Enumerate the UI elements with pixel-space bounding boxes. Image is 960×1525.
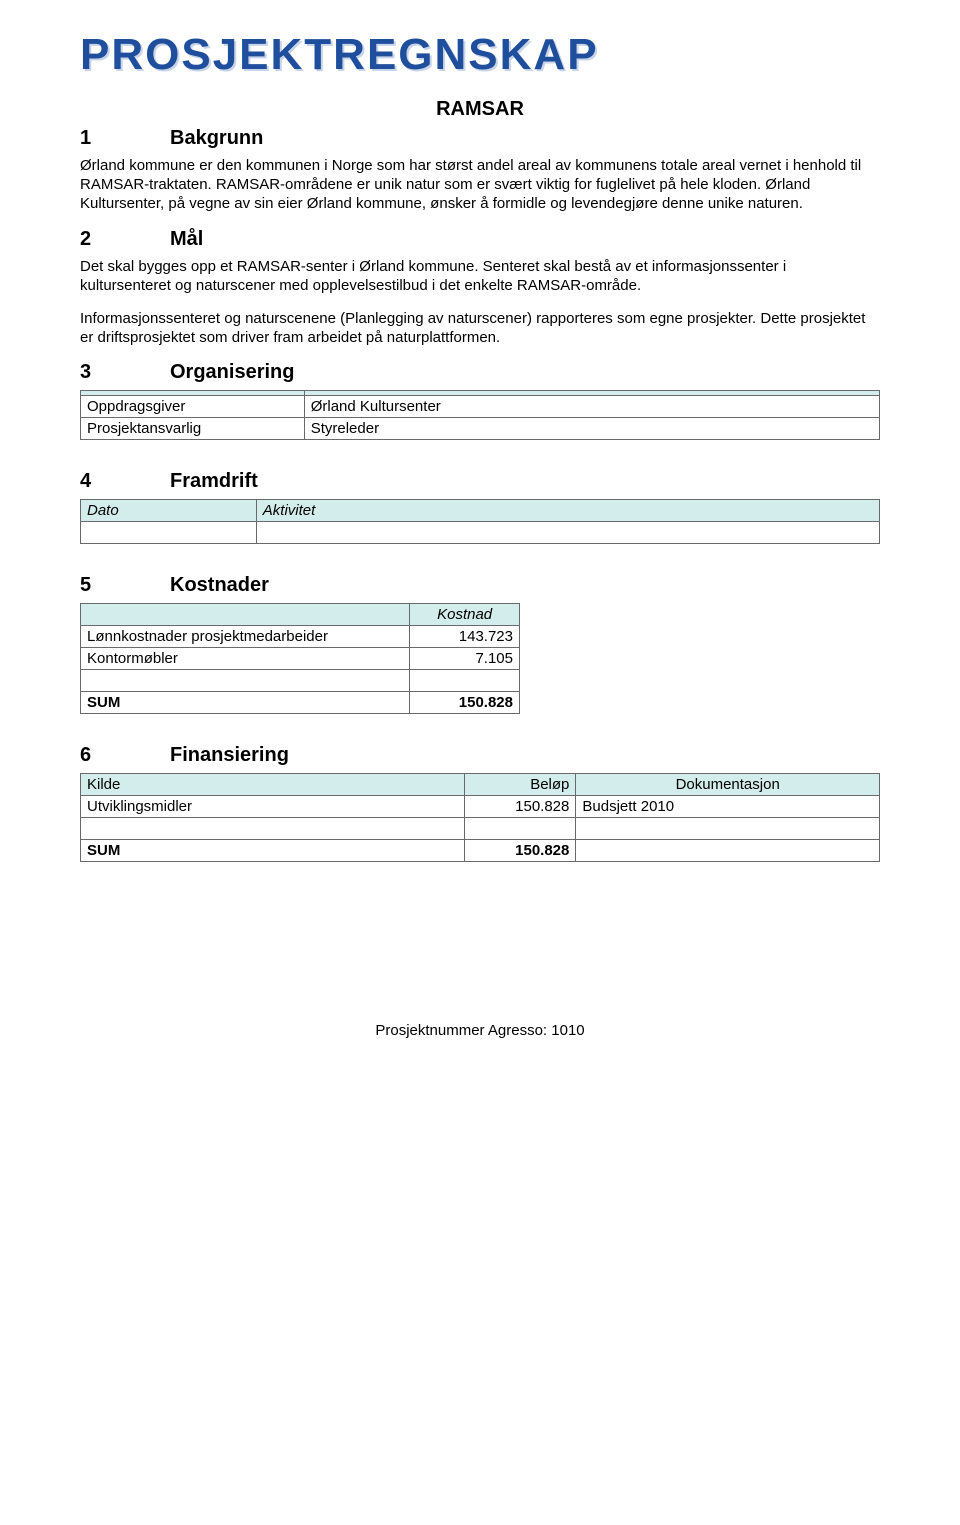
page: PROSJEKTREGNSKAP RAMSAR 1Bakgrunn Ørland… bbox=[0, 0, 960, 1103]
section-1-paragraph-1: Ørland kommune er den kommunen i Norge s… bbox=[80, 156, 880, 214]
table-cell bbox=[256, 522, 879, 544]
section-4-heading: 4Framdrift bbox=[80, 470, 880, 493]
table-row: Lønnkostnader prosjektmedarbeider 143.72… bbox=[81, 626, 520, 648]
table-row: Prosjektansvarlig Styreleder bbox=[81, 418, 880, 440]
table-header-belop: Beløp bbox=[464, 774, 576, 796]
finansiering-table: Kilde Beløp Dokumentasjon Utviklingsmidl… bbox=[80, 773, 880, 862]
section-2-paragraph-2: Informasjonssenteret og naturscenene (Pl… bbox=[80, 309, 880, 347]
table-cell-label: Kontormøbler bbox=[81, 648, 410, 670]
table-cell bbox=[81, 818, 465, 840]
section-6-heading: 6Finansiering bbox=[80, 744, 880, 767]
section-5-heading: 5Kostnader bbox=[80, 574, 880, 597]
table-row bbox=[81, 670, 520, 692]
table-cell-value: Styreleder bbox=[304, 418, 879, 440]
table-row: Dato Aktivitet bbox=[81, 500, 880, 522]
table-row-sum: SUM 150.828 bbox=[81, 692, 520, 714]
table-cell-label: Oppdragsgiver bbox=[81, 396, 305, 418]
section-5-num: 5 bbox=[80, 574, 170, 597]
section-3-num: 3 bbox=[80, 361, 170, 384]
table-cell-value: 143.723 bbox=[410, 626, 520, 648]
kostnader-table: Kostnad Lønnkostnader prosjektmedarbeide… bbox=[80, 603, 520, 714]
section-1-heading: 1Bakgrunn bbox=[80, 127, 880, 150]
table-row: Oppdragsgiver Ørland Kultursenter bbox=[81, 396, 880, 418]
table-row: Kontormøbler 7.105 bbox=[81, 648, 520, 670]
table-cell bbox=[81, 522, 257, 544]
table-header-kostnad: Kostnad bbox=[410, 604, 520, 626]
section-4-num: 4 bbox=[80, 470, 170, 493]
table-cell-dokumentasjon: Budsjett 2010 bbox=[576, 796, 880, 818]
table-cell-kilde: Utviklingsmidler bbox=[81, 796, 465, 818]
table-header-dato: Dato bbox=[81, 500, 257, 522]
table-cell bbox=[81, 670, 410, 692]
section-3-title: Organisering bbox=[170, 361, 294, 383]
section-5-title: Kostnader bbox=[170, 574, 269, 596]
table-cell bbox=[81, 604, 410, 626]
page-title: PROSJEKTREGNSKAP bbox=[80, 30, 880, 80]
table-cell-sum-label: SUM bbox=[81, 840, 465, 862]
section-1-num: 1 bbox=[80, 127, 170, 150]
table-row bbox=[81, 522, 880, 544]
section-2-heading: 2Mål bbox=[80, 228, 880, 251]
table-cell-value: Ørland Kultursenter bbox=[304, 396, 879, 418]
section-6-title: Finansiering bbox=[170, 744, 289, 766]
section-3-heading: 3Organisering bbox=[80, 361, 880, 384]
framdrift-table: Dato Aktivitet bbox=[80, 499, 880, 544]
table-cell-sum-value: 150.828 bbox=[464, 840, 576, 862]
table-header-dokumentasjon: Dokumentasjon bbox=[576, 774, 880, 796]
section-6-num: 6 bbox=[80, 744, 170, 767]
table-cell bbox=[576, 840, 880, 862]
section-1-title: Bakgrunn bbox=[170, 127, 263, 149]
table-cell bbox=[576, 818, 880, 840]
organisering-table: Oppdragsgiver Ørland Kultursenter Prosje… bbox=[80, 390, 880, 440]
table-cell-sum-value: 150.828 bbox=[410, 692, 520, 714]
table-cell-label: Prosjektansvarlig bbox=[81, 418, 305, 440]
table-cell-belop: 150.828 bbox=[464, 796, 576, 818]
section-4-title: Framdrift bbox=[170, 470, 258, 492]
table-row: Utviklingsmidler 150.828 Budsjett 2010 bbox=[81, 796, 880, 818]
table-row-sum: SUM 150.828 bbox=[81, 840, 880, 862]
table-cell-value: 7.105 bbox=[410, 648, 520, 670]
table-header-kilde: Kilde bbox=[81, 774, 465, 796]
table-cell bbox=[464, 818, 576, 840]
section-2-paragraph-1: Det skal bygges opp et RAMSAR-senter i Ø… bbox=[80, 257, 880, 295]
table-row: Kostnad bbox=[81, 604, 520, 626]
table-cell-sum-label: SUM bbox=[81, 692, 410, 714]
table-cell bbox=[410, 670, 520, 692]
table-cell-label: Lønnkostnader prosjektmedarbeider bbox=[81, 626, 410, 648]
doc-title: RAMSAR bbox=[80, 98, 880, 121]
section-2-num: 2 bbox=[80, 228, 170, 251]
table-row: Kilde Beløp Dokumentasjon bbox=[81, 774, 880, 796]
table-header-aktivitet: Aktivitet bbox=[256, 500, 879, 522]
section-2-title: Mål bbox=[170, 228, 203, 250]
footer: Prosjektnummer Agresso: 1010 bbox=[80, 1022, 880, 1063]
table-row bbox=[81, 818, 880, 840]
